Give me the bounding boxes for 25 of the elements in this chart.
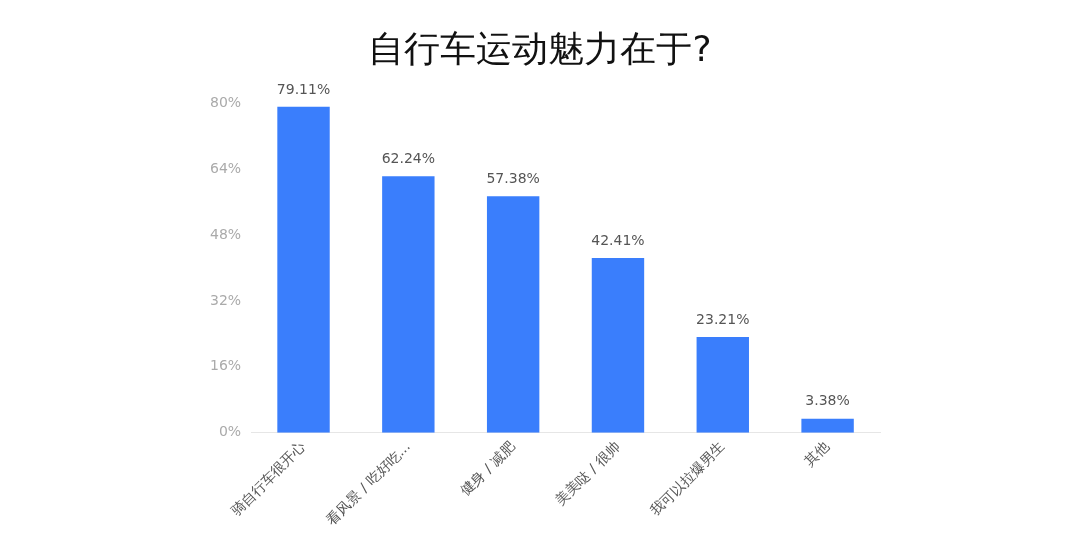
data-label: 3.38% <box>805 392 850 409</box>
y-tick-label: 16% <box>209 357 242 374</box>
bar <box>801 418 854 433</box>
data-label: 62.24% <box>381 149 436 166</box>
x-tick-label: 健身 / 减肥 <box>457 437 518 499</box>
x-tick-label: 我可以拉爆男生 <box>646 437 728 519</box>
x-tick-label: 美美哒 / 很帅 <box>552 437 623 509</box>
bar <box>277 106 330 433</box>
bar <box>696 337 749 433</box>
y-tick-label: 64% <box>209 159 242 176</box>
y-tick-label: 0% <box>218 423 242 440</box>
y-tick-label: 48% <box>209 225 242 242</box>
x-tick-label: 骑自行车很开心 <box>227 437 309 519</box>
x-tick-label: 其他 <box>801 437 833 470</box>
bar <box>591 258 645 433</box>
data-label: 23.21% <box>696 310 750 327</box>
data-label: 57.38% <box>486 169 540 186</box>
y-tick-label: 32% <box>209 291 242 308</box>
x-tick-label: 看风景 / 吃好吃... <box>323 437 414 528</box>
bar <box>382 176 435 433</box>
y-tick-label: 80% <box>209 93 242 110</box>
data-label: 42.41% <box>591 231 645 248</box>
bar <box>486 196 540 433</box>
chart-title: 自行车运动魅力在于? <box>368 27 712 69</box>
data-label: 79.11% <box>276 80 331 97</box>
